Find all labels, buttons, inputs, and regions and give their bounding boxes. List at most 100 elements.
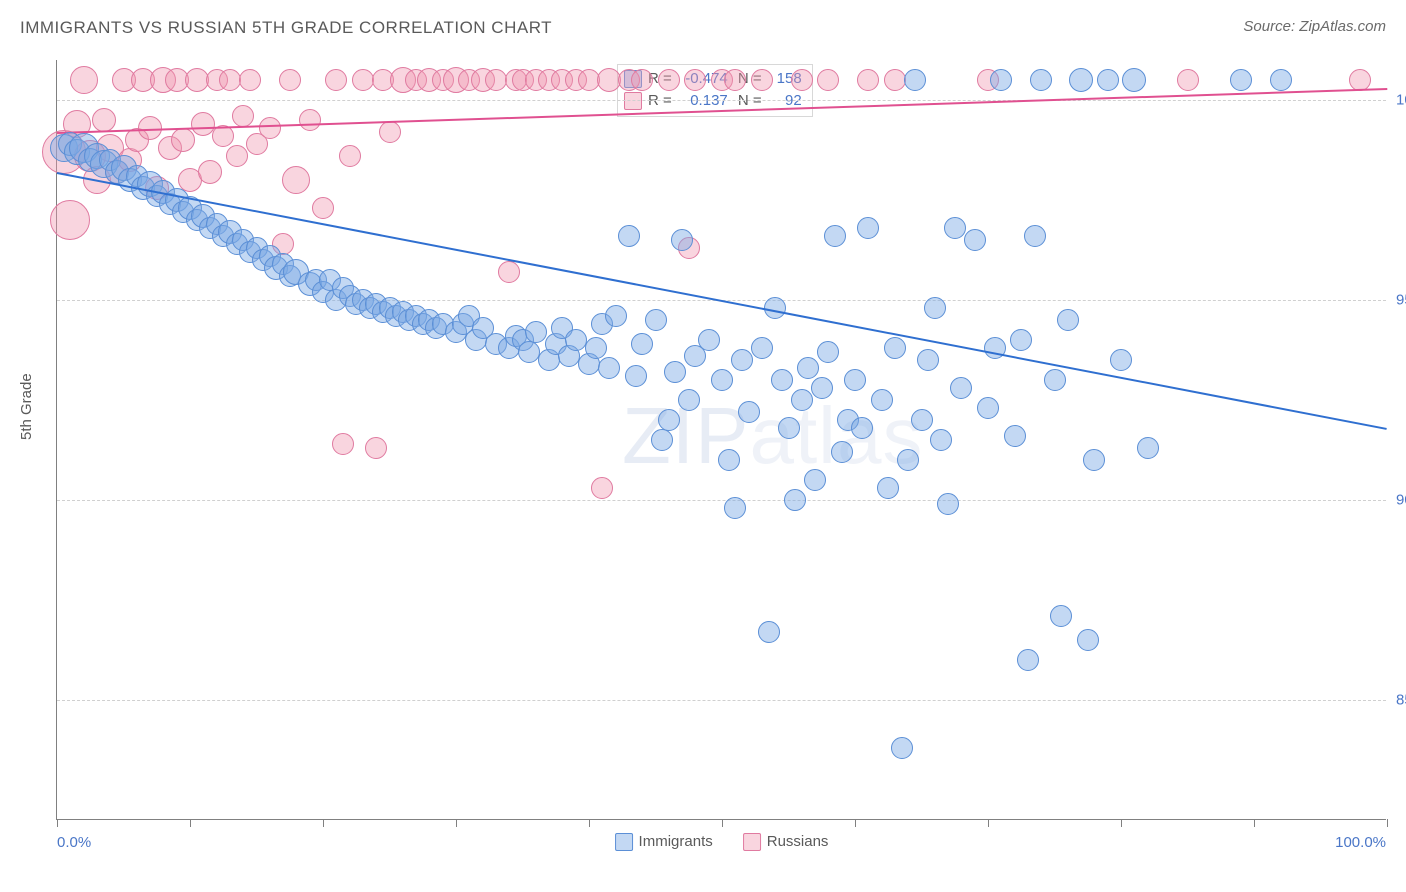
legend-swatch [743, 833, 761, 851]
gridline [57, 700, 1386, 701]
immigrants-point [605, 305, 627, 327]
immigrants-point [950, 377, 972, 399]
immigrants-point [857, 217, 879, 239]
russians-point [339, 145, 361, 167]
immigrants-point [944, 217, 966, 239]
legend-swatch [615, 833, 633, 851]
russians-point [219, 69, 241, 91]
russians-point [379, 121, 401, 143]
immigrants-point [718, 449, 740, 471]
russians-point [171, 128, 195, 152]
immigrants-point [724, 497, 746, 519]
russians-point [325, 69, 347, 91]
immigrants-point [797, 357, 819, 379]
x-tick [1254, 819, 1255, 827]
immigrants-point [1137, 437, 1159, 459]
y-tick-label: 85.0% [1396, 692, 1406, 709]
immigrants-point [1057, 309, 1079, 331]
immigrants-point [1017, 649, 1039, 671]
immigrants-point [658, 409, 680, 431]
immigrants-point [964, 229, 986, 251]
legend-R-label: R = [648, 90, 672, 112]
x-tick [722, 819, 723, 827]
immigrants-point [871, 389, 893, 411]
immigrants-point [977, 397, 999, 419]
immigrants-point [1030, 69, 1052, 91]
russians-point [485, 69, 507, 91]
gridline [57, 100, 1386, 101]
immigrants-point [897, 449, 919, 471]
legend-label: Immigrants [639, 833, 713, 850]
russians-point [226, 145, 248, 167]
immigrants-point [751, 337, 773, 359]
russians-point [352, 69, 374, 91]
immigrants-point [817, 341, 839, 363]
immigrants-point [1083, 449, 1105, 471]
immigrants-point [778, 417, 800, 439]
immigrants-point [791, 389, 813, 411]
x-tick [1387, 819, 1388, 827]
immigrants-point [671, 229, 693, 251]
y-tick-label: 100.0% [1396, 92, 1406, 109]
chart-header: IMMIGRANTS VS RUSSIAN 5TH GRADE CORRELAT… [20, 18, 1386, 48]
russians-point [684, 69, 706, 91]
gridline [57, 500, 1386, 501]
y-axis-title: 5th Grade [18, 373, 35, 440]
immigrants-point [1024, 225, 1046, 247]
immigrants-point [1069, 68, 1093, 92]
russians-point [232, 105, 254, 127]
immigrants-point [758, 621, 780, 643]
source-prefix: Source: [1243, 18, 1299, 35]
x-tick [456, 819, 457, 827]
russians-point [279, 69, 301, 91]
immigrants-point [1230, 69, 1252, 91]
immigrants-point [904, 69, 926, 91]
legend-item: Immigrants [615, 833, 713, 851]
immigrants-point [1004, 425, 1026, 447]
russians-point [259, 117, 281, 139]
immigrants-point [565, 329, 587, 351]
immigrants-point [645, 309, 667, 331]
immigrants-point [1110, 349, 1132, 371]
russians-point [332, 433, 354, 455]
chart-source: Source: ZipAtlas.com [1243, 18, 1386, 35]
russians-point [751, 69, 773, 91]
immigrants-point [1010, 329, 1032, 351]
immigrants-point [917, 349, 939, 371]
x-tick [855, 819, 856, 827]
x-tick [589, 819, 590, 827]
legend-R-value: 0.137 [678, 90, 728, 112]
russians-point [791, 69, 813, 91]
immigrants-point [518, 341, 540, 363]
immigrants-point [1097, 69, 1119, 91]
immigrants-point [625, 365, 647, 387]
immigrants-point [804, 469, 826, 491]
russians-point [631, 69, 653, 91]
immigrants-point [937, 493, 959, 515]
russians-point [1177, 69, 1199, 91]
immigrants-point [1077, 629, 1099, 651]
legend-label: Russians [767, 833, 829, 850]
x-tick [988, 819, 989, 827]
immigrants-point [618, 225, 640, 247]
x-axis-max-label: 100.0% [1335, 834, 1386, 851]
immigrants-point [844, 369, 866, 391]
immigrants-point [698, 329, 720, 351]
x-tick [57, 819, 58, 827]
russians-point [50, 200, 90, 240]
russians-point [239, 69, 261, 91]
russians-point [658, 69, 680, 91]
immigrants-point [930, 429, 952, 451]
immigrants-point [824, 225, 846, 247]
russians-point [724, 69, 746, 91]
russians-point [498, 261, 520, 283]
immigrants-point [598, 357, 620, 379]
russians-point [70, 66, 98, 94]
legend-bottom: Immigrants Russians [615, 833, 829, 851]
immigrants-point [911, 409, 933, 431]
immigrants-point [651, 429, 673, 451]
russians-point [857, 69, 879, 91]
immigrants-point [891, 737, 913, 759]
immigrants-point [525, 321, 547, 343]
russians-point [884, 69, 906, 91]
